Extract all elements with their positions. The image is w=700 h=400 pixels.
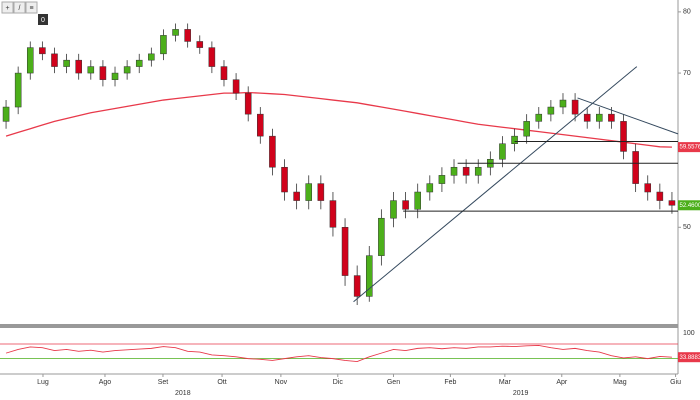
x-tick-label: Ago bbox=[99, 379, 112, 386]
price-marker bbox=[678, 200, 700, 211]
candle-body bbox=[511, 135, 518, 144]
candle-body bbox=[390, 200, 397, 219]
candle-body bbox=[474, 166, 482, 176]
price-marker-label: 52.4600 bbox=[680, 203, 700, 209]
x-tick-label: Set bbox=[158, 379, 169, 386]
candle-body bbox=[135, 59, 143, 67]
candle-body bbox=[123, 66, 131, 74]
candle-body bbox=[232, 79, 240, 94]
candle-body bbox=[75, 59, 82, 74]
y-tick-label: 70 bbox=[683, 70, 691, 77]
candle-body bbox=[462, 166, 470, 176]
x-tick-label: Nov bbox=[275, 379, 288, 386]
candle-body bbox=[583, 113, 591, 122]
year-label: 2019 bbox=[513, 390, 529, 397]
trendline bbox=[577, 97, 679, 135]
candle-body bbox=[111, 72, 119, 80]
candle-body bbox=[184, 29, 191, 42]
candle-body bbox=[196, 41, 204, 48]
tool-button[interactable] bbox=[38, 14, 48, 25]
moving-average bbox=[5, 91, 672, 148]
candle-body bbox=[644, 183, 652, 193]
tool-button[interactable] bbox=[25, 1, 38, 14]
tool-icon[interactable]: ≡ bbox=[29, 5, 33, 12]
candle-body bbox=[620, 121, 627, 152]
candle-body bbox=[668, 200, 676, 206]
candle-body bbox=[99, 66, 107, 80]
candle-body bbox=[172, 29, 179, 36]
x-tick-label: Mag bbox=[613, 379, 627, 386]
toolbar: + / ≡ 0 bbox=[1, 1, 48, 25]
candle-body bbox=[51, 53, 58, 67]
candle-body bbox=[499, 143, 506, 160]
indicator-marker-label: 33.8883 bbox=[680, 355, 700, 361]
candle-body bbox=[281, 166, 288, 193]
candle-body bbox=[450, 166, 458, 176]
candle-body bbox=[87, 66, 95, 74]
candle-body bbox=[608, 113, 615, 122]
tool-button[interactable] bbox=[1, 1, 14, 14]
candle-body bbox=[160, 35, 167, 55]
candle-body bbox=[402, 200, 409, 210]
x-tick-label: Gen bbox=[387, 379, 400, 386]
x-tick-label: Ott bbox=[217, 379, 226, 386]
x-tick-label: Mar bbox=[499, 379, 512, 386]
candle-body bbox=[269, 135, 276, 168]
candle-body bbox=[305, 183, 313, 201]
y-tick-label: 80 bbox=[683, 9, 691, 16]
indicator-line bbox=[5, 344, 672, 363]
candle-body bbox=[26, 47, 34, 74]
candle-body bbox=[148, 53, 155, 61]
candle-body bbox=[244, 92, 252, 115]
candle-body bbox=[596, 113, 603, 122]
candle-body bbox=[208, 47, 216, 67]
candle-body bbox=[571, 99, 579, 115]
price-marker bbox=[678, 142, 700, 153]
y-tick-label: 50 bbox=[683, 224, 691, 231]
tool-icon[interactable]: + bbox=[5, 5, 9, 12]
candle-body bbox=[547, 106, 555, 115]
x-tick-label: Giu bbox=[670, 379, 681, 386]
price-marker-label: 59.5576 bbox=[680, 145, 700, 151]
candle-body bbox=[632, 151, 639, 184]
x-tick-label: Dic bbox=[333, 379, 344, 386]
candle-body bbox=[293, 191, 300, 201]
indicator-tick-label: 100 bbox=[683, 330, 695, 337]
tool-icon[interactable]: 0 bbox=[41, 17, 45, 24]
candle-body bbox=[341, 227, 349, 276]
x-tick-label: Feb bbox=[444, 379, 456, 386]
candle-body bbox=[535, 113, 543, 122]
x-tick-label: Apr bbox=[556, 379, 568, 386]
x-tick-label: Lug bbox=[37, 379, 49, 386]
candle-body bbox=[39, 47, 46, 55]
candle-body bbox=[426, 183, 434, 193]
year-label: 2018 bbox=[175, 390, 191, 397]
candle-body bbox=[329, 200, 337, 228]
tool-button[interactable] bbox=[13, 1, 26, 14]
candle-body bbox=[257, 113, 264, 137]
candle-body bbox=[365, 255, 373, 297]
candle-body bbox=[63, 59, 70, 67]
candle-body bbox=[14, 72, 22, 108]
candle-body bbox=[317, 183, 325, 201]
candle-body bbox=[559, 99, 567, 108]
candle-body bbox=[414, 191, 421, 210]
trendline bbox=[353, 66, 638, 303]
candle-body bbox=[656, 191, 664, 201]
candle-body bbox=[438, 175, 446, 184]
candle-body bbox=[353, 275, 361, 297]
candle-body bbox=[523, 121, 530, 137]
candle-body bbox=[220, 66, 228, 80]
candle-body bbox=[378, 217, 385, 256]
tool-icon[interactable]: / bbox=[19, 5, 21, 12]
candle-body bbox=[2, 106, 10, 122]
indicator-marker bbox=[678, 352, 700, 363]
